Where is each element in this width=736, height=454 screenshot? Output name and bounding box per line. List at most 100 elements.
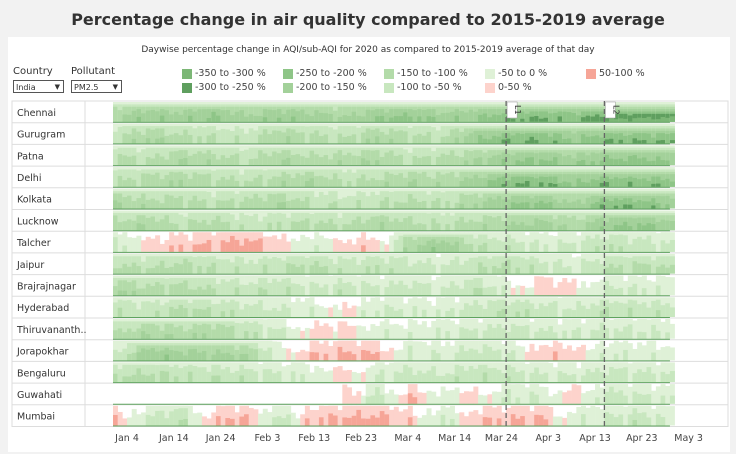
day-band-mark xyxy=(225,418,231,426)
day-band-mark xyxy=(234,153,240,166)
day-band-mark xyxy=(131,110,137,122)
day-band-mark xyxy=(496,310,502,317)
day-band-mark xyxy=(159,243,165,252)
day-band-mark xyxy=(328,127,334,144)
pollutant-dropdown[interactable]: PM2.5 ▼ xyxy=(71,80,122,93)
day-band-mark xyxy=(529,177,535,187)
day-band-mark xyxy=(459,327,465,339)
day-band-mark xyxy=(384,304,390,317)
day-band-mark xyxy=(295,266,301,274)
day-band-mark xyxy=(585,174,591,187)
day-band-mark xyxy=(164,278,170,296)
day-band-mark xyxy=(375,285,381,296)
day-band-mark xyxy=(435,297,441,317)
day-band-mark xyxy=(155,282,161,296)
day-band-mark xyxy=(552,301,558,317)
day-band-mark xyxy=(211,154,217,166)
country-dropdown[interactable]: India ▼ xyxy=(13,80,64,93)
legend-item[interactable]: -200 to -150 % xyxy=(283,82,367,93)
day-band-mark xyxy=(150,416,156,426)
legend-item[interactable]: -100 to -50 % xyxy=(384,82,462,93)
day-band-mark xyxy=(473,368,479,383)
day-band-mark xyxy=(646,319,652,339)
legend-item[interactable]: 50-100 % xyxy=(586,68,645,79)
day-band-mark xyxy=(543,362,549,383)
day-band-mark xyxy=(328,113,334,122)
day-band-mark xyxy=(618,414,624,426)
day-band-mark xyxy=(538,219,544,231)
day-band-mark xyxy=(515,311,521,317)
day-band-mark xyxy=(379,411,385,426)
legend-item[interactable]: -300 to -250 % xyxy=(182,82,266,93)
day-band-mark xyxy=(604,199,610,209)
legend-item[interactable]: -50 to 0 % xyxy=(485,68,547,79)
day-band-mark xyxy=(379,180,385,187)
day-band-mark xyxy=(651,352,657,361)
day-band-mark xyxy=(361,232,367,252)
day-band-mark xyxy=(239,405,245,426)
day-band-mark xyxy=(632,155,638,166)
day-band-mark xyxy=(375,325,381,339)
day-band-mark xyxy=(520,111,526,122)
day-band-mark xyxy=(361,150,367,166)
day-band-mark xyxy=(459,275,465,296)
day-band-mark xyxy=(566,375,572,383)
day-band-mark xyxy=(440,386,446,404)
day-band-mark xyxy=(641,201,647,209)
legend-item[interactable]: 0-50 % xyxy=(485,82,532,93)
day-band-mark xyxy=(468,279,474,296)
day-band-mark xyxy=(566,319,572,339)
day-band-mark xyxy=(669,116,675,122)
day-band-mark xyxy=(389,191,395,209)
day-band-mark xyxy=(426,283,432,296)
day-band-mark xyxy=(379,258,385,274)
legend-item[interactable]: -150 to -100 % xyxy=(384,68,468,79)
day-band-mark xyxy=(145,283,151,296)
day-band-mark xyxy=(487,275,493,296)
day-band-mark xyxy=(127,282,133,296)
day-band-mark xyxy=(361,405,367,426)
legend-swatch xyxy=(384,82,394,93)
day-band-mark xyxy=(501,262,507,274)
day-band-mark xyxy=(318,136,324,144)
day-band-mark xyxy=(646,340,652,361)
day-band-mark xyxy=(169,334,175,339)
day-band-mark xyxy=(356,276,362,296)
day-band-mark xyxy=(571,215,577,231)
day-band-mark xyxy=(501,285,507,296)
day-band-mark xyxy=(173,284,179,296)
day-band-mark xyxy=(454,220,460,231)
day-band-mark xyxy=(304,218,310,231)
day-band-mark xyxy=(599,264,605,274)
day-band-mark xyxy=(136,352,142,361)
day-band-mark xyxy=(351,285,357,296)
day-band-mark xyxy=(300,234,306,252)
day-band-mark xyxy=(651,408,657,426)
day-band-mark xyxy=(571,201,577,209)
day-band-mark xyxy=(464,212,469,231)
day-band-mark xyxy=(665,346,671,361)
day-band-mark xyxy=(178,325,184,339)
day-band-mark xyxy=(356,391,362,404)
day-band-mark xyxy=(618,275,624,296)
day-band-mark xyxy=(286,217,292,231)
legend-item[interactable]: -250 to -200 % xyxy=(283,68,367,79)
day-band-mark xyxy=(347,308,352,317)
day-band-mark xyxy=(258,238,264,252)
day-band-mark xyxy=(183,355,189,361)
day-band-mark xyxy=(370,275,376,296)
day-band-mark xyxy=(211,412,217,426)
day-band-mark xyxy=(646,405,652,426)
day-band-mark xyxy=(328,191,334,209)
day-band-mark xyxy=(534,178,540,187)
day-band-mark xyxy=(627,115,633,122)
legend-item[interactable]: -350 to -300 % xyxy=(182,68,266,79)
day-band-mark xyxy=(506,305,512,317)
day-band-mark xyxy=(136,223,142,231)
day-band-mark xyxy=(641,332,647,339)
day-band-mark xyxy=(183,216,189,231)
day-band-mark xyxy=(421,283,427,296)
day-band-mark xyxy=(318,175,324,187)
day-band-mark xyxy=(384,287,390,296)
day-band-mark xyxy=(239,257,245,274)
